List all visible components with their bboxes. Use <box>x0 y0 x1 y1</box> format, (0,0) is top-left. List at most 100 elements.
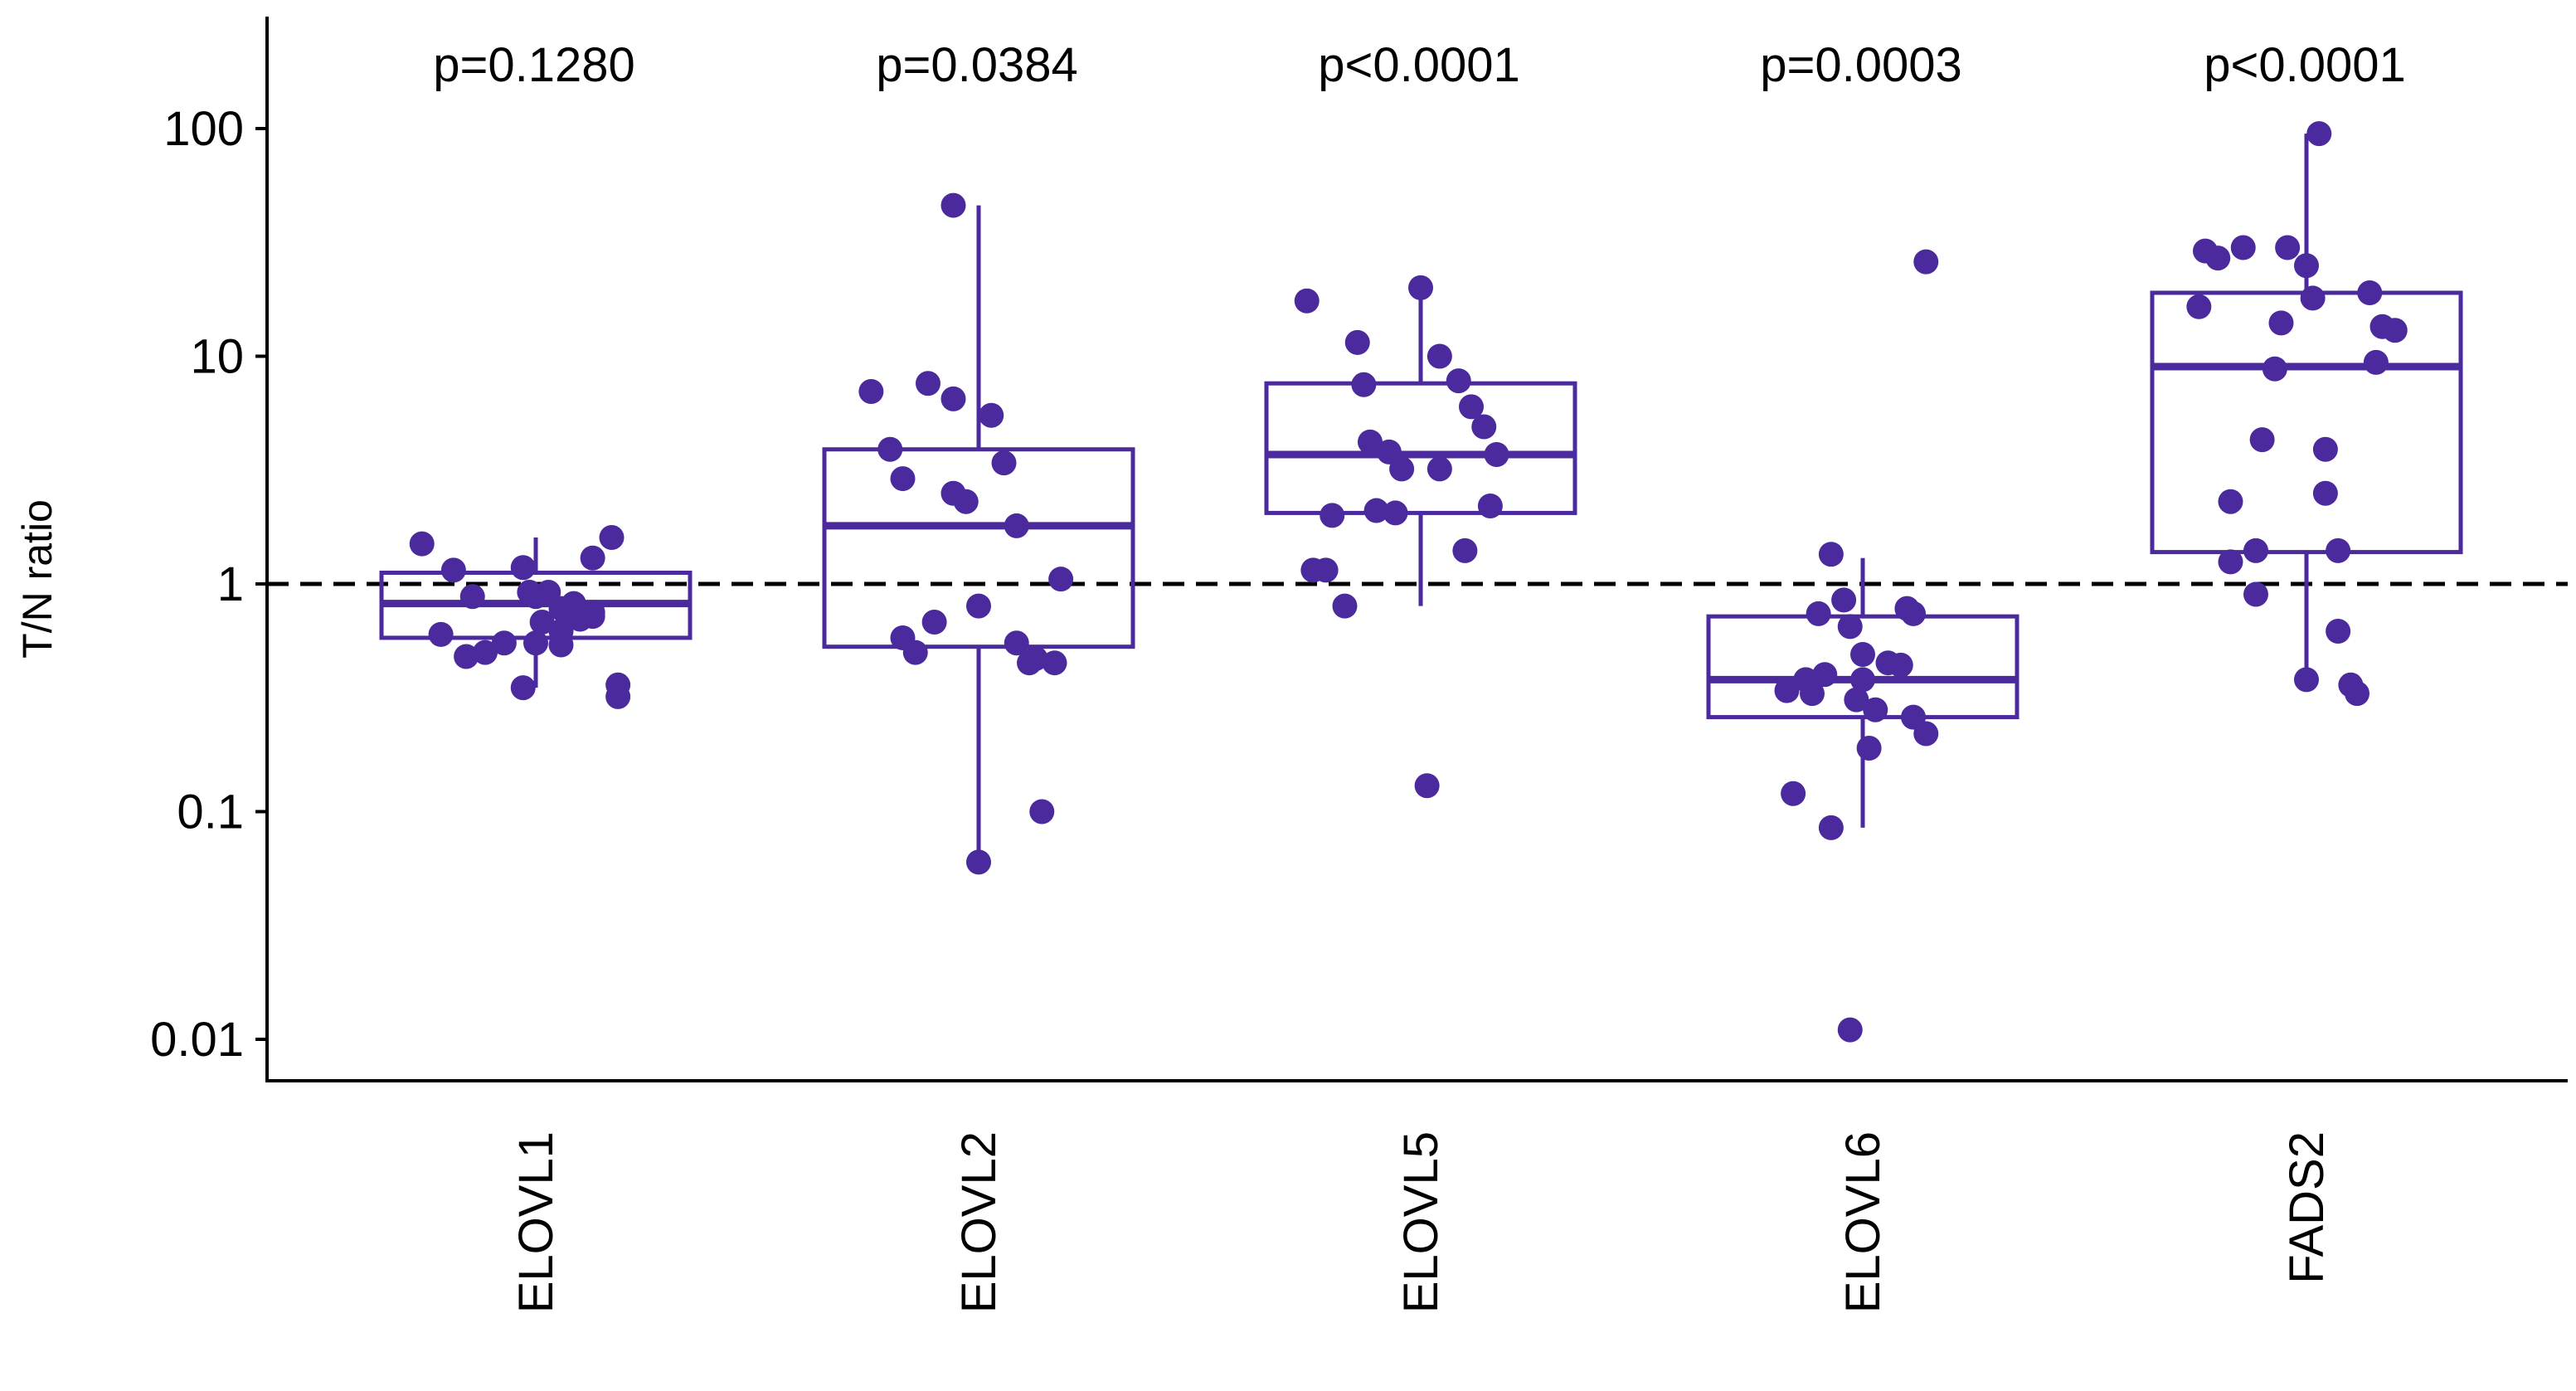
data-point-elovl5-17 <box>1471 414 1497 440</box>
data-point-elovl6-16 <box>1901 601 1927 626</box>
iqr-box-fads2 <box>2150 290 2463 555</box>
data-point-elovl1-2 <box>440 557 466 583</box>
data-point-elovl5-15 <box>1452 537 1478 563</box>
data-point-elovl6-8 <box>1837 614 1863 640</box>
points-elovl1 <box>409 524 631 709</box>
data-point-elovl5-5 <box>1351 372 1377 397</box>
data-point-elovl5-10 <box>1389 456 1415 482</box>
box-fads2 <box>2150 134 2463 691</box>
data-point-elovl1-3 <box>459 584 485 610</box>
data-point-fads2-23 <box>2230 235 2256 260</box>
points-elovl6 <box>1774 249 1939 1043</box>
y-tick-label-100: 100 <box>163 102 244 156</box>
data-point-elovl5-19 <box>1484 442 1509 468</box>
y-tick-label-0-01: 0.01 <box>150 1013 244 1067</box>
data-point-elovl1-4 <box>428 621 454 647</box>
data-point-fads2-13 <box>2312 436 2338 462</box>
data-point-elovl2-11 <box>979 402 1004 428</box>
p-value-elovl2: p=0.0384 <box>876 38 1078 92</box>
points-fads2 <box>2186 121 2408 707</box>
data-point-fads2-25 <box>2294 667 2319 693</box>
data-point-elovl2-8 <box>953 489 979 514</box>
category-label-elovl2: ELOVL2 <box>952 1131 1006 1313</box>
data-point-elovl1-15 <box>472 640 498 665</box>
p-value-elovl5: p<0.0001 <box>1318 38 1520 92</box>
data-point-fads2-7 <box>2249 427 2275 453</box>
data-point-elovl1-24 <box>548 596 574 621</box>
data-point-fads2-10 <box>2275 235 2301 260</box>
box-elovl6 <box>1706 557 2019 828</box>
data-point-elovl2-13 <box>1004 513 1029 538</box>
data-point-fads2-17 <box>2345 681 2370 707</box>
points-layer <box>409 121 2408 1043</box>
data-point-fads2-18 <box>2357 280 2383 305</box>
data-point-elovl2-12 <box>991 450 1017 476</box>
data-point-elovl1-5 <box>491 630 517 656</box>
data-point-fads2-5 <box>2218 549 2243 575</box>
data-point-elovl6-1 <box>1781 781 1806 806</box>
data-point-elovl1-6 <box>510 675 536 701</box>
boxes-layer <box>379 134 2463 863</box>
box-elovl2 <box>822 205 1135 863</box>
box-elovl5 <box>1264 292 1577 606</box>
data-point-fads2-4 <box>2218 489 2243 514</box>
data-point-elovl6-21 <box>1837 1017 1863 1043</box>
data-point-elovl2-3 <box>890 466 916 492</box>
y-tick-label-1: 1 <box>217 557 244 611</box>
category-label-elovl1: ELOVL1 <box>509 1131 563 1313</box>
data-point-elovl1-12 <box>510 555 536 581</box>
data-point-elovl6-10 <box>1844 687 1869 713</box>
data-point-elovl2-14 <box>1004 630 1029 656</box>
category-label-fads2: FADS2 <box>2280 1131 2334 1284</box>
p-value-fads2: p<0.0001 <box>2204 38 2406 92</box>
data-point-elovl1-25 <box>517 579 542 605</box>
data-point-elovl2-9 <box>940 386 966 411</box>
data-point-elovl1-9 <box>580 545 605 571</box>
data-point-fads2-1 <box>2186 294 2212 319</box>
data-point-elovl6-5 <box>1812 662 1838 688</box>
data-point-elovl6-22 <box>1799 681 1825 707</box>
data-point-fads2-19 <box>2363 349 2389 375</box>
data-point-fads2-15 <box>2326 618 2351 644</box>
points-elovl2 <box>858 192 1074 875</box>
data-point-fads2-14 <box>2326 537 2351 563</box>
data-point-elovl6-12 <box>1863 697 1888 722</box>
data-point-elovl2-21 <box>921 609 947 635</box>
data-point-fads2-9 <box>2268 310 2294 336</box>
data-point-elovl2-2 <box>877 436 903 462</box>
data-point-elovl2-1 <box>858 379 884 405</box>
data-point-elovl5-3 <box>1332 593 1358 619</box>
data-point-elovl2-16 <box>1023 646 1048 672</box>
data-point-elovl2-20 <box>966 849 991 875</box>
data-point-elovl1-10 <box>599 524 625 550</box>
data-point-elovl5-1 <box>1294 288 1320 314</box>
data-point-elovl1-16 <box>523 630 548 656</box>
category-label-elovl5: ELOVL5 <box>1394 1131 1448 1313</box>
iqr-box-elovl5 <box>1264 381 1577 515</box>
data-point-elovl2-18 <box>1048 567 1074 592</box>
data-point-elovl1-11 <box>454 644 479 669</box>
data-point-elovl1-23 <box>580 604 605 630</box>
data-point-fads2-3 <box>2205 246 2231 271</box>
data-point-elovl5-7 <box>1363 498 1389 523</box>
data-point-elovl5-4 <box>1344 329 1370 355</box>
category-label-elovl6: ELOVL6 <box>1836 1131 1890 1313</box>
data-point-fads2-12 <box>2300 285 2326 311</box>
data-point-elovl1-20 <box>548 632 574 658</box>
data-point-fads2-11 <box>2294 253 2319 279</box>
data-point-elovl5-20 <box>1414 773 1440 799</box>
data-point-elovl6-9 <box>1850 667 1875 693</box>
data-point-elovl5-12 <box>1427 343 1452 369</box>
data-point-elovl6-19 <box>1856 735 1882 761</box>
y-tick-label-10: 10 <box>190 330 244 384</box>
data-point-elovl6-18 <box>1913 721 1939 747</box>
data-point-elovl5-6 <box>1357 429 1383 455</box>
data-point-elovl6-20 <box>1818 815 1844 840</box>
iqr-box-elovl2 <box>822 447 1135 649</box>
data-point-elovl5-14 <box>1446 368 1471 394</box>
data-point-elovl6-4 <box>1806 601 1831 626</box>
data-point-elovl1-19 <box>529 609 555 635</box>
data-point-elovl5-16 <box>1459 394 1485 420</box>
data-point-fads2-6 <box>2243 581 2268 607</box>
